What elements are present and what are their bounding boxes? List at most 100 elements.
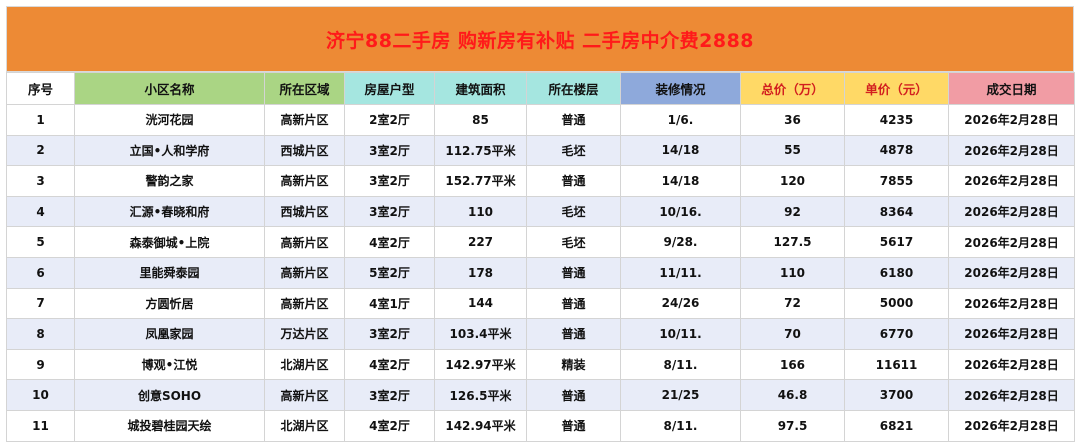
table-row: 8 凤凰家园 万达片区 3室2厅 103.4平米 普通 10/11. 70 6770 2026年2… bbox=[6, 318, 1075, 350]
table-cell: 103.4平米 bbox=[434, 318, 527, 350]
header-cell: 所在楼层 bbox=[526, 72, 621, 105]
table-cell: 8/11. bbox=[620, 409, 741, 442]
table-row: 9 博观•江悦 北湖片区 4室2厅 142.97平米 精装 8/11. 166 11611 202… bbox=[6, 348, 1075, 381]
table-cell: 55 bbox=[740, 134, 845, 167]
table-cell: 1 bbox=[6, 104, 75, 136]
table-cell: 142.97平米 bbox=[434, 348, 527, 381]
table-cell: 精装 bbox=[526, 348, 621, 381]
table-row: 10 创意SOHO 高新片区 3室2厅 126.5平米 普通 21/25 46.8 3700 20… bbox=[6, 379, 1075, 411]
table-cell: 里能舜泰园 bbox=[74, 256, 265, 289]
table-cell: 46.8 bbox=[740, 379, 845, 411]
table-cell: 汇源•春晓和府 bbox=[74, 195, 265, 228]
table-cell: 1/6. bbox=[620, 104, 741, 136]
header-cell: 房屋户型 bbox=[344, 72, 435, 105]
table-cell: 142.94平米 bbox=[434, 409, 527, 442]
table-row: 7 方圆忻居 高新片区 4室1厅 144 普通 24/26 72 5000 2026年2月28日 bbox=[6, 287, 1075, 320]
table-cell: 西城片区 bbox=[264, 195, 345, 228]
table-cell: 森泰御城•上院 bbox=[74, 226, 265, 258]
sales-sheet: 济宁88二手房 购新房有补贴 二手房中介费2888 序号 小区名称 所在区域 房… bbox=[6, 6, 1075, 442]
table-cell: 普通 bbox=[526, 287, 621, 320]
table-cell: 6770 bbox=[844, 318, 949, 350]
table-cell: 高新片区 bbox=[264, 287, 345, 320]
table-cell: 110 bbox=[740, 256, 845, 289]
table-cell: 普通 bbox=[526, 104, 621, 136]
table-cell: 2026年2月28日 bbox=[948, 379, 1075, 411]
table-cell: 北湖片区 bbox=[264, 348, 345, 381]
table-cell: 西城片区 bbox=[264, 134, 345, 167]
table-row: 11 城投碧桂园天绘 北湖片区 4室2厅 142.94平米 普通 8/11. 97.5 6821… bbox=[6, 409, 1075, 442]
table-cell: 6821 bbox=[844, 409, 949, 442]
table-cell: 2026年2月28日 bbox=[948, 165, 1075, 197]
table-cell: 2026年2月28日 bbox=[948, 409, 1075, 442]
table-cell: 2026年2月28日 bbox=[948, 287, 1075, 320]
table-cell: 97.5 bbox=[740, 409, 845, 442]
header-cell: 成交日期 bbox=[948, 72, 1075, 105]
table-cell: 10/16. bbox=[620, 195, 741, 228]
table-cell: 博观•江悦 bbox=[74, 348, 265, 381]
table-cell: 10 bbox=[6, 379, 75, 411]
table-cell: 创意SOHO bbox=[74, 379, 265, 411]
table-cell: 普通 bbox=[526, 256, 621, 289]
table-cell: 9/28. bbox=[620, 226, 741, 258]
table-cell: 3室2厅 bbox=[344, 134, 435, 167]
header-cell: 装修情况 bbox=[620, 72, 741, 105]
banner: 济宁88二手房 购新房有补贴 二手房中介费2888 bbox=[6, 6, 1074, 72]
table-row: 2 立国•人和学府 西城片区 3室2厅 112.75平米 毛坯 14/18 55 4878 202… bbox=[6, 134, 1075, 167]
table-cell: 11/11. bbox=[620, 256, 741, 289]
header-cell: 所在区域 bbox=[264, 72, 345, 105]
header-cell: 建筑面积 bbox=[434, 72, 527, 105]
table-cell: 北湖片区 bbox=[264, 409, 345, 442]
table-cell: 普通 bbox=[526, 318, 621, 350]
table-cell: 凤凰家园 bbox=[74, 318, 265, 350]
table-cell: 166 bbox=[740, 348, 845, 381]
table-cell: 110 bbox=[434, 195, 527, 228]
table-cell: 3室2厅 bbox=[344, 379, 435, 411]
table-cell: 24/26 bbox=[620, 287, 741, 320]
table-cell: 112.75平米 bbox=[434, 134, 527, 167]
table-cell: 178 bbox=[434, 256, 527, 289]
table-cell: 6 bbox=[6, 256, 75, 289]
table-cell: 8 bbox=[6, 318, 75, 350]
header-cell: 小区名称 bbox=[74, 72, 265, 105]
table-cell: 72 bbox=[740, 287, 845, 320]
table-row: 4 汇源•春晓和府 西城片区 3室2厅 110 毛坯 10/16. 92 8364 2026年2月… bbox=[6, 195, 1075, 228]
header-row: 序号 小区名称 所在区域 房屋户型 建筑面积 所在楼层 装修情况 总价（万） 单… bbox=[6, 72, 1075, 105]
banner-title: 济宁88二手房 购新房有补贴 二手房中介费2888 bbox=[325, 29, 755, 52]
table-cell: 毛坯 bbox=[526, 226, 621, 258]
table-cell: 2室2厅 bbox=[344, 104, 435, 136]
table-cell: 21/25 bbox=[620, 379, 741, 411]
table-cell: 120 bbox=[740, 165, 845, 197]
table-cell: 4室2厅 bbox=[344, 348, 435, 381]
table-cell: 11 bbox=[6, 409, 75, 442]
table-cell: 洸河花园 bbox=[74, 104, 265, 136]
table-cell: 高新片区 bbox=[264, 226, 345, 258]
table-cell: 7 bbox=[6, 287, 75, 320]
table-cell: 36 bbox=[740, 104, 845, 136]
table-cell: 普通 bbox=[526, 165, 621, 197]
table-cell: 70 bbox=[740, 318, 845, 350]
table-cell: 5000 bbox=[844, 287, 949, 320]
table-cell: 毛坯 bbox=[526, 134, 621, 167]
table-cell: 7855 bbox=[844, 165, 949, 197]
table-cell: 4室1厅 bbox=[344, 287, 435, 320]
table-cell: 2026年2月28日 bbox=[948, 195, 1075, 228]
table-cell: 2026年2月28日 bbox=[948, 226, 1075, 258]
table-cell: 3700 bbox=[844, 379, 949, 411]
table-cell: 普通 bbox=[526, 409, 621, 442]
table-cell: 方圆忻居 bbox=[74, 287, 265, 320]
table-cell: 3 bbox=[6, 165, 75, 197]
table-cell: 227 bbox=[434, 226, 527, 258]
header-cell: 总价（万） bbox=[740, 72, 845, 105]
table-cell: 2026年2月28日 bbox=[948, 348, 1075, 381]
table-cell: 14/18 bbox=[620, 165, 741, 197]
table-cell: 5室2厅 bbox=[344, 256, 435, 289]
table-cell: 2 bbox=[6, 134, 75, 167]
table-cell: 2026年2月28日 bbox=[948, 134, 1075, 167]
table-cell: 4878 bbox=[844, 134, 949, 167]
table-cell: 92 bbox=[740, 195, 845, 228]
table-cell: 高新片区 bbox=[264, 379, 345, 411]
table-cell: 毛坯 bbox=[526, 195, 621, 228]
table-cell: 4室2厅 bbox=[344, 226, 435, 258]
table-cell: 5 bbox=[6, 226, 75, 258]
table-cell: 11611 bbox=[844, 348, 949, 381]
